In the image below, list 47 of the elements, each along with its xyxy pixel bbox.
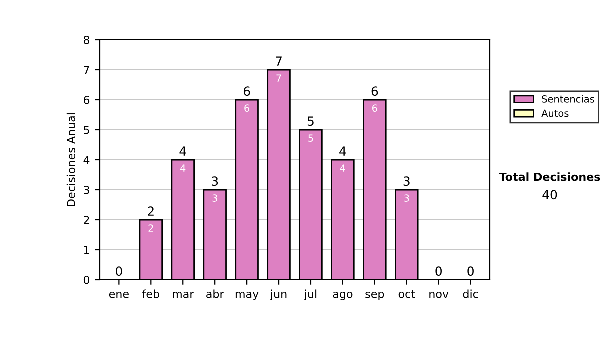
total-label: 0 bbox=[436, 266, 442, 276]
y-axis-title: Decisiones Anual bbox=[66, 114, 76, 206]
data-label: 2 bbox=[148, 224, 154, 232]
x-tick-label: abr bbox=[206, 290, 224, 298]
total-label: 5 bbox=[308, 116, 314, 126]
x-tick-label: ene bbox=[109, 292, 129, 298]
legend-label: Autos bbox=[542, 110, 569, 118]
total-label: 6 bbox=[372, 86, 378, 96]
x-tick-label: mar bbox=[173, 292, 194, 298]
text: 40 bbox=[542, 190, 558, 200]
x-tick-label: nov bbox=[430, 292, 449, 298]
x-tick-label: ago bbox=[333, 292, 353, 300]
legend-label: Sentencias bbox=[542, 95, 594, 103]
data-label: 4 bbox=[180, 164, 186, 172]
total-label: 7 bbox=[276, 56, 282, 66]
x-tick-label: may bbox=[236, 292, 259, 300]
x-tick-label: sep bbox=[366, 292, 384, 300]
total-label: 3 bbox=[212, 176, 218, 186]
y-tick-label: 3 bbox=[84, 186, 90, 194]
total-label: 0 bbox=[468, 266, 474, 276]
y-tick-label: 5 bbox=[84, 126, 90, 134]
y-tick-label: 4 bbox=[84, 156, 90, 164]
total-label: 0 bbox=[116, 266, 122, 276]
total-label: 4 bbox=[340, 146, 346, 156]
x-tick-label: dic bbox=[463, 290, 478, 298]
y-tick-label: 1 bbox=[84, 246, 90, 254]
data-label: 5 bbox=[308, 134, 314, 142]
text: Total Decisiones bbox=[499, 172, 600, 182]
y-tick-label: 7 bbox=[84, 66, 90, 74]
data-label: 6 bbox=[372, 104, 378, 112]
data-label: 4 bbox=[340, 164, 346, 172]
data-label: 7 bbox=[276, 74, 282, 82]
total-label: 3 bbox=[404, 176, 410, 186]
x-tick-label: jul bbox=[304, 290, 317, 300]
y-tick-label: 6 bbox=[84, 96, 90, 104]
y-tick-label: 0 bbox=[84, 276, 90, 284]
data-label: 3 bbox=[212, 194, 218, 202]
total-label: 2 bbox=[148, 206, 154, 216]
total-label: 4 bbox=[180, 146, 186, 156]
total-label: 6 bbox=[244, 86, 250, 96]
data-label: 3 bbox=[404, 194, 410, 202]
y-tick-label: 2 bbox=[84, 216, 90, 224]
x-tick-label: oct bbox=[398, 290, 416, 298]
y-tick-label: 8 bbox=[84, 36, 90, 44]
x-tick-label: jun bbox=[270, 290, 287, 300]
data-label: 6 bbox=[244, 104, 250, 112]
x-tick-label: feb bbox=[142, 290, 160, 298]
